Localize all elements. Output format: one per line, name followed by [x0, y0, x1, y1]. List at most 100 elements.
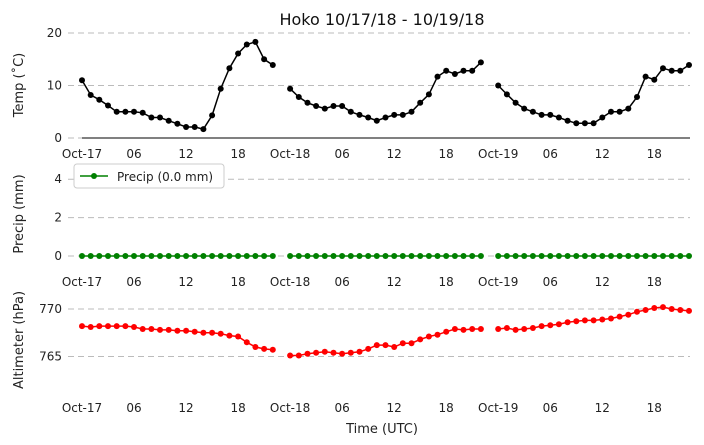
- precipitation-data-point: [616, 253, 623, 259]
- temperature-data-point: [96, 96, 103, 103]
- temperature-data-point: [321, 105, 328, 112]
- altimeter-x-tick-label: 06: [543, 401, 558, 415]
- precipitation-data-point: [105, 253, 111, 259]
- altimeter-data-point: [599, 316, 606, 323]
- temperature-data-point: [512, 99, 519, 106]
- precipitation-data-point: [608, 253, 614, 259]
- altimeter-y-axis-label: Altimeter (hPa): [12, 291, 27, 389]
- temperature-y-tick-label: 20: [47, 26, 62, 40]
- temperature-data-point: [564, 117, 571, 124]
- altimeter-data-point: [226, 332, 233, 339]
- temperature-x-tick-label: 12: [387, 147, 402, 161]
- temperature-series-line: [497, 64, 690, 125]
- altimeter-data-point: [339, 350, 346, 357]
- precipitation-x-tick-label: 18: [647, 275, 662, 289]
- precipitation-x-tick-label: 12: [595, 275, 610, 289]
- altimeter-data-point: [252, 344, 259, 350]
- temperature-x-tick-label: Oct-19: [478, 147, 518, 161]
- temperature-data-point: [651, 76, 658, 83]
- altimeter-data-point: [547, 322, 554, 329]
- altimeter-data-point: [157, 326, 163, 333]
- altimeter-data-point: [521, 326, 528, 332]
- temperature-y-axis-label: Temp (˚C): [11, 53, 27, 119]
- precipitation-data-point: [625, 253, 632, 259]
- altimeter-data-point: [148, 326, 155, 332]
- precipitation-data-point: [235, 253, 242, 259]
- precipitation-data-point: [451, 253, 458, 259]
- temperature-data-point: [434, 73, 441, 80]
- temperature-data-point: [521, 105, 528, 112]
- altimeter-data-point: [460, 326, 467, 333]
- temperature-data-point: [131, 108, 137, 115]
- temperature-data-point: [417, 99, 424, 106]
- temperature-data-point: [105, 102, 111, 109]
- temperature-data-point: [261, 56, 268, 63]
- precipitation-data-point: [252, 253, 259, 259]
- altimeter-data-point: [503, 325, 510, 331]
- precipitation-y-axis-label: Precip (mm): [12, 174, 27, 253]
- altimeter-data-point: [131, 324, 137, 330]
- temperature-data-point: [547, 111, 554, 118]
- precipitation-data-point: [183, 253, 190, 259]
- temperature-data-point: [347, 108, 354, 115]
- altimeter-data-point: [573, 318, 580, 325]
- precipitation-y-tick-label: 0: [54, 249, 62, 263]
- altimeter-data-point: [391, 344, 398, 350]
- altimeter-data-point: [313, 349, 320, 356]
- temperature-data-point: [200, 126, 207, 133]
- temperature-data-point: [235, 50, 242, 57]
- temperature-data-point: [443, 67, 450, 74]
- altimeter-data-point: [642, 307, 649, 313]
- precipitation-data-point: [113, 253, 120, 259]
- altimeter-data-point: [538, 323, 545, 330]
- temperature-data-point: [686, 62, 692, 68]
- altimeter-data-point: [183, 327, 190, 334]
- precipitation-data-point: [547, 253, 554, 259]
- precipitation-data-point: [651, 253, 658, 259]
- altimeter-x-tick-label: 12: [595, 401, 610, 415]
- precipitation-data-point: [391, 253, 398, 259]
- precipitation-data-point: [538, 253, 545, 259]
- precipitation-legend-marker: [91, 173, 97, 179]
- altimeter-data-point: [174, 327, 181, 334]
- temperature-data-point: [451, 71, 458, 77]
- altimeter-data-point: [321, 348, 328, 355]
- temperature-data-point: [590, 120, 597, 127]
- precipitation-data-point: [347, 253, 354, 259]
- altimeter-x-tick-label: 06: [126, 401, 141, 415]
- altimeter-data-point: [512, 326, 519, 333]
- altimeter-data-point: [625, 311, 632, 318]
- precipitation-data-point: [668, 253, 675, 259]
- altimeter-data-point: [191, 328, 198, 335]
- temperature-data-point: [538, 111, 545, 118]
- altimeter-data-point: [295, 352, 302, 359]
- temperature-data-point: [477, 59, 484, 66]
- altimeter-data-point: [417, 336, 424, 343]
- precipitation-data-point: [87, 253, 94, 259]
- temperature-data-point: [668, 67, 675, 74]
- temperature-data-point: [356, 111, 363, 118]
- precipitation-data-point: [339, 253, 346, 259]
- precipitation-y-tick-label: 2: [54, 211, 62, 225]
- precipitation-data-point: [469, 253, 476, 259]
- altimeter-data-point: [651, 305, 658, 311]
- altimeter-data-point: [686, 307, 692, 314]
- altimeter-data-point: [243, 339, 250, 346]
- altimeter-data-point: [495, 326, 502, 332]
- temperature-data-point: [425, 91, 432, 98]
- panel-temperature: 0 10 20 Oct-17 06 12 18 Oct-18 06 12 18 Oct-19 06 12 1…: [11, 26, 692, 161]
- altimeter-data-point: [555, 321, 562, 328]
- precipitation-data-point: [261, 253, 268, 259]
- precipitation-x-tick-label: Oct-19: [478, 275, 518, 289]
- precipitation-data-point: [365, 253, 372, 259]
- precipitation-data-point: [209, 253, 216, 259]
- precipitation-data-point: [590, 253, 597, 259]
- precipitation-x-tick-label: 06: [543, 275, 558, 289]
- altimeter-data-point: [616, 313, 623, 320]
- temperature-x-tick-label: 18: [230, 147, 245, 161]
- precipitation-x-tick-label: 18: [230, 275, 245, 289]
- altimeter-x-tick-label: 12: [387, 401, 402, 415]
- temperature-data-point: [122, 108, 129, 115]
- temperature-data-point: [660, 65, 666, 72]
